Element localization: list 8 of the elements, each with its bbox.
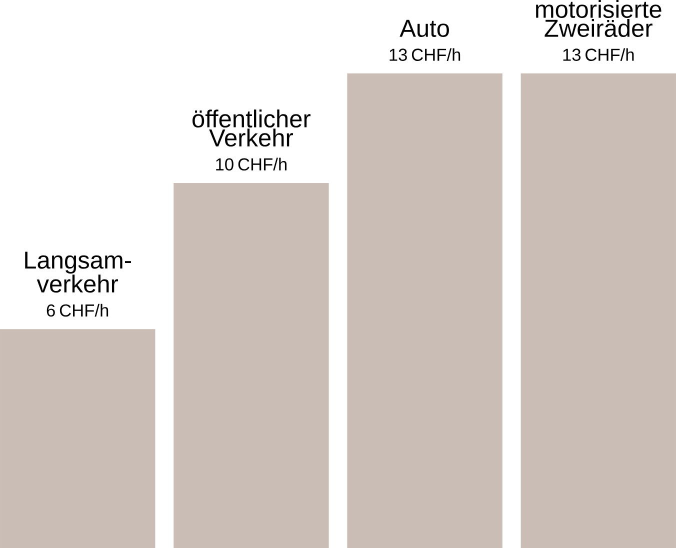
x-tick-label: motorisierte Zweiräder	[536, 0, 662, 37]
x-tick-label: Langsam-verkehr	[25, 252, 131, 293]
x-tick-label: Auto	[400, 20, 449, 37]
data-label: 10 CHF/h	[216, 158, 286, 170]
data-label: 6 CHF/h	[46, 304, 108, 317]
x-tick-label: öffentlicher Verkehr	[192, 109, 310, 146]
data-label: 13 CHF/h	[563, 48, 634, 61]
data-label: 13 CHF/h	[390, 48, 460, 61]
